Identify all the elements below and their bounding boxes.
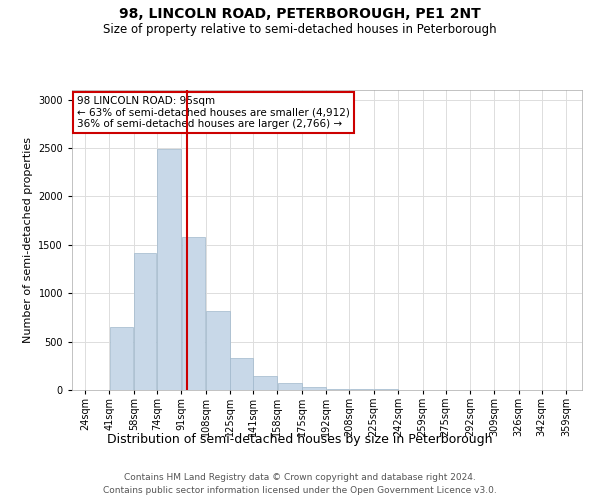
Bar (350, 389, 373, 390)
Bar (302, 387, 326, 390)
Bar (182, 237, 205, 390)
Text: Size of property relative to semi-detached houses in Peterborough: Size of property relative to semi-detach… (103, 22, 497, 36)
Bar (374, 389, 398, 390)
Text: Distribution of semi-detached houses by size in Peterborough: Distribution of semi-detached houses by … (107, 432, 493, 446)
Bar (134, 252, 157, 390)
Bar (253, 376, 277, 390)
Text: 98 LINCOLN ROAD: 95sqm
← 63% of semi-detached houses are smaller (4,912)
36% of : 98 LINCOLN ROAD: 95sqm ← 63% of semi-det… (77, 96, 350, 129)
Bar (326, 388, 349, 390)
Text: 98, LINCOLN ROAD, PETERBOROUGH, PE1 2NT: 98, LINCOLN ROAD, PETERBOROUGH, PE1 2NT (119, 8, 481, 22)
Bar (278, 383, 302, 390)
Bar (157, 149, 181, 390)
Y-axis label: Number of semi-detached properties: Number of semi-detached properties (23, 137, 32, 343)
Text: Contains public sector information licensed under the Open Government Licence v3: Contains public sector information licen… (103, 486, 497, 495)
Text: Contains HM Land Registry data © Crown copyright and database right 2024.: Contains HM Land Registry data © Crown c… (124, 472, 476, 482)
Bar (206, 310, 230, 390)
Bar (230, 358, 253, 390)
Bar (110, 327, 133, 390)
